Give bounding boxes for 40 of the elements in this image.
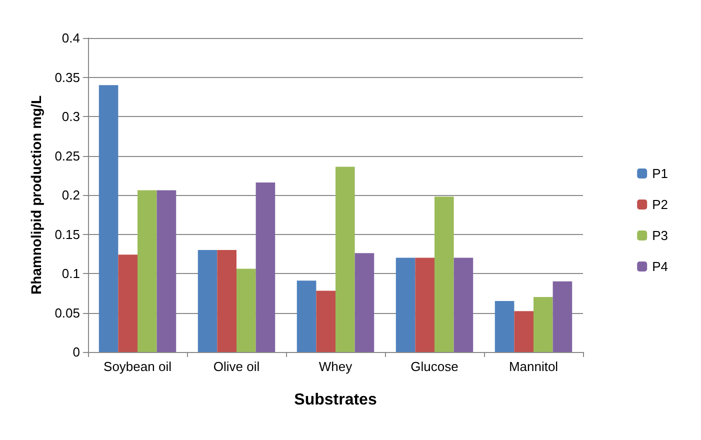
bar xyxy=(396,258,416,352)
bar xyxy=(198,250,218,352)
x-tick-label: Soybean oil xyxy=(104,359,172,374)
bar xyxy=(156,190,176,352)
bar xyxy=(494,300,514,352)
bar xyxy=(256,182,276,352)
y-tick-label: 0.05 xyxy=(54,305,80,320)
y-tick-label: 0.4 xyxy=(62,30,80,46)
legend-label: P3 xyxy=(652,228,668,243)
x-tick-label: Glucose xyxy=(410,359,458,374)
legend-label: P4 xyxy=(652,259,668,274)
bar xyxy=(354,253,374,352)
bar xyxy=(138,190,157,352)
bar xyxy=(316,290,336,352)
y-tick-label: 0.3 xyxy=(62,109,80,124)
y-tick-label: 0.1 xyxy=(62,266,80,281)
bar xyxy=(217,250,236,352)
y-tick-label: 0.15 xyxy=(54,226,80,242)
bar xyxy=(434,196,454,352)
bar xyxy=(514,311,534,352)
bar xyxy=(118,254,138,352)
x-tick-label: Olive oil xyxy=(213,359,260,374)
bar xyxy=(534,297,553,352)
legend-label: P1 xyxy=(652,166,668,181)
x-axis-title: Substrates xyxy=(294,392,377,408)
bar xyxy=(415,258,434,352)
bar xyxy=(296,280,316,352)
x-tick-label: Whey xyxy=(318,359,353,374)
y-tick-label: 0.25 xyxy=(54,148,80,164)
legend-label: P2 xyxy=(652,197,668,212)
y-tick-label: 0 xyxy=(72,344,80,360)
y-tick-label: 0.2 xyxy=(62,188,80,202)
bar xyxy=(552,281,572,352)
bar xyxy=(454,258,474,352)
y-tick-label: 0.35 xyxy=(54,70,80,85)
bar xyxy=(236,268,256,352)
bar xyxy=(98,85,118,352)
bar xyxy=(336,166,355,352)
y-axis-title: Rhamnolipid production mg/L xyxy=(28,95,44,295)
x-tick-label: Mannitol xyxy=(508,359,558,374)
